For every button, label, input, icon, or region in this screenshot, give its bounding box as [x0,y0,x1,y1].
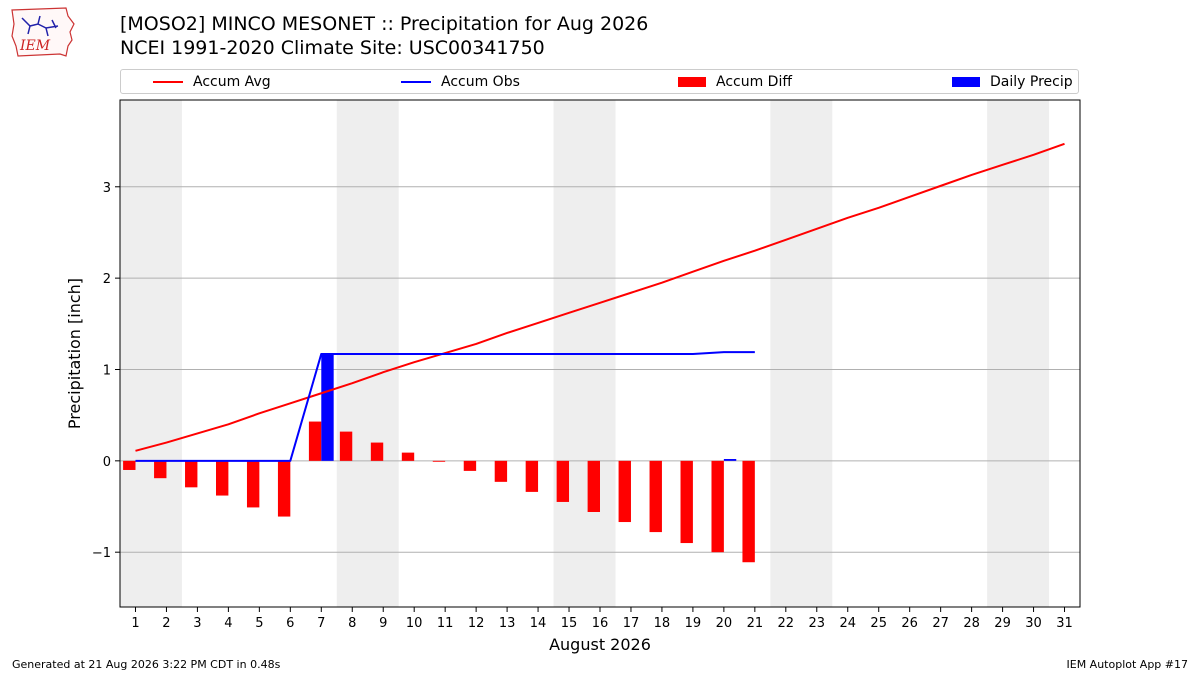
y-axis-label: Precipitation [inch] [65,278,84,429]
legend-label-daily-precip: Daily Precip [990,74,1073,90]
x-axis-ticks: 1 2 3 4 5 6 7 8 9 10 11 12 13 14 15 16 17 18 19 20 21 22 23 24 2… [131,607,1073,631]
y-tick-label--1: −1 [92,546,111,561]
accum-diff-bar-16 [587,460,600,512]
legend-swatch-accum-obs [401,81,431,83]
legend: Accum Avg Accum Obs Accum Diff Daily Pre… [120,69,1079,94]
accum-diff-bar-19 [680,460,693,544]
accum-diff-bar-3 [185,460,198,488]
x-tick-label-13: 13 [499,616,516,631]
x-tick-label-17: 17 [623,616,640,631]
x-tick-label-2: 2 [162,616,170,631]
legend-item-accum-avg: Accum Avg [153,70,271,94]
x-tick-label-6: 6 [286,616,294,631]
accum-diff-bar-15 [556,460,570,502]
weather-station-icon [21,15,59,37]
generated-timestamp: Generated at 21 Aug 2026 3:22 PM CDT in … [12,658,281,671]
x-tick-label-23: 23 [809,616,826,631]
y-tick-label-2: 2 [103,272,111,287]
bars [123,353,755,563]
y-axis-ticks: −1 0 1 2 3 [92,181,120,561]
x-tick-label-30: 30 [1025,616,1042,631]
legend-swatch-accum-diff [678,77,706,87]
y-tick-label-3: 3 [103,181,111,196]
accum-diff-bar-21 [742,460,755,563]
x-tick-label-12: 12 [468,616,485,631]
accum-diff-bar-10 [401,452,415,461]
accum-diff-bar-2 [154,460,167,479]
iowa-outline-icon [11,7,75,57]
accum-diff-bar-12 [463,460,477,471]
accum-diff-bar-13 [494,460,508,482]
daily-precip-bar-7 [321,353,334,461]
x-tick-label-25: 25 [870,616,887,631]
x-tick-label-11: 11 [437,616,454,631]
x-tick-label-5: 5 [255,616,263,631]
chart-title: [MOSO2] MINCO MESONET :: Precipitation f… [120,12,648,60]
x-tick-label-4: 4 [224,616,232,631]
legend-swatch-accum-avg [153,81,183,83]
x-tick-label-10: 10 [406,616,423,631]
accum-diff-bar-7 [308,421,322,461]
legend-label-accum-avg: Accum Avg [193,74,271,90]
daily-precip-bar-20 [723,459,737,461]
x-tick-label-14: 14 [530,616,547,631]
x-axis-label: August 2026 [549,635,651,654]
x-tick-label-22: 22 [778,616,795,631]
accum-obs-line [135,351,755,462]
x-tick-label-31: 31 [1056,616,1073,631]
legend-swatch-daily-precip [952,77,980,87]
y-tick-label-1: 1 [103,363,111,378]
accum-diff-bar-9 [370,442,384,461]
accum-diff-bar-17 [618,460,631,523]
x-tick-label-26: 26 [901,616,918,631]
x-tick-label-20: 20 [716,616,733,631]
legend-label-accum-diff: Accum Diff [716,74,793,90]
app-credit: IEM Autoplot App #17 [1066,658,1189,671]
legend-item-daily-precip: Daily Precip [952,70,1073,94]
x-tick-label-24: 24 [839,616,856,631]
title-line-1: [MOSO2] MINCO MESONET :: Precipitation f… [120,13,649,35]
accum-diff-bar-11 [432,460,446,462]
x-tick-label-1: 1 [131,616,139,631]
x-tick-label-9: 9 [379,616,387,631]
x-tick-label-27: 27 [932,616,949,631]
iem-logo: IEM [11,7,75,57]
x-tick-label-29: 29 [994,616,1011,631]
accum-diff-bar-6 [277,460,291,517]
weekend-band-4 [770,100,833,607]
x-tick-label-8: 8 [348,616,356,631]
title-line-2: NCEI 1991-2020 Climate Site: USC00341750 [120,37,545,59]
x-tick-label-3: 3 [193,616,201,631]
x-tick-label-7: 7 [317,616,325,631]
legend-item-accum-diff: Accum Diff [678,70,792,94]
weekend-band-5 [987,100,1050,607]
accum-diff-bar-8 [339,431,353,461]
accum-diff-bar-1 [123,460,136,470]
accum-diff-bar-20 [711,460,724,553]
x-tick-label-19: 19 [685,616,702,631]
x-tick-label-21: 21 [747,616,764,631]
accum-diff-bar-5 [246,460,260,508]
x-tick-label-28: 28 [963,616,980,631]
accum-diff-bar-18 [649,460,662,533]
accum-avg-line [135,142,1065,452]
legend-item-accum-obs: Accum Obs [401,70,520,94]
x-tick-label-18: 18 [654,616,671,631]
x-tick-label-16: 16 [592,616,609,631]
legend-label-accum-obs: Accum Obs [441,74,520,90]
y-tick-label-0: 0 [103,455,111,470]
accum-diff-bar-4 [216,460,229,496]
lines [135,142,1065,462]
logo-text: IEM [19,38,51,54]
x-tick-label-15: 15 [561,616,578,631]
accum-diff-bar-14 [525,460,539,492]
weekend-band-1 [120,100,182,607]
